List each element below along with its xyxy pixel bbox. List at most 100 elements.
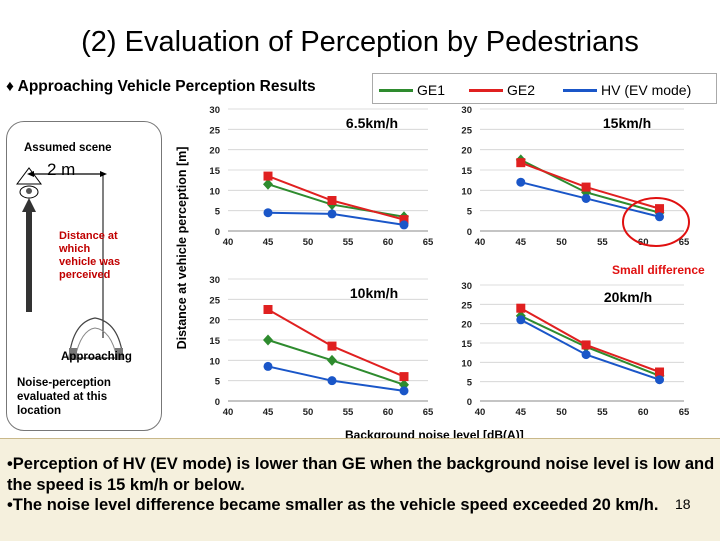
- y-tick-label: 30: [209, 275, 220, 286]
- data-point: [581, 340, 591, 350]
- chart-title: 15km/h: [603, 115, 651, 131]
- y-tick-label: 5: [215, 207, 221, 218]
- page-number: 18: [675, 496, 691, 512]
- chart-panel-0: 0 5 10 15 20 25 30 40 45 50 55 60 65 6.5km/h: [209, 105, 434, 248]
- data-point: [581, 350, 591, 360]
- y-tick-label: 30: [461, 281, 472, 292]
- data-point: [327, 376, 337, 386]
- y-tick-label: 20: [461, 320, 472, 331]
- car-outline-icon: [68, 317, 124, 360]
- slide-title: (2) Evaluation of Perception by Pedestri…: [81, 26, 639, 58]
- assumed-scene-panel: Assumed scene 2 m Distance at which vehi…: [6, 121, 162, 431]
- x-tick-label: 55: [597, 237, 608, 248]
- y-tick-label: 10: [461, 358, 472, 369]
- x-tick-label: 50: [556, 407, 567, 418]
- legend-label-ge2: GE2: [507, 82, 536, 98]
- data-point: [581, 193, 591, 203]
- x-tick-label: 60: [638, 407, 649, 418]
- x-tick-label: 65: [423, 237, 434, 248]
- chart-panel-3: 0 5 10 15 20 25 30 40 45 50 55 60 65 20km/h: [461, 281, 690, 418]
- x-tick-label: 65: [423, 407, 434, 418]
- x-tick-label: 50: [556, 237, 567, 248]
- chart-title: 20km/h: [604, 289, 652, 305]
- data-point: [516, 158, 526, 168]
- x-tick-label: 45: [516, 237, 527, 248]
- data-point: [399, 215, 409, 225]
- chart-panel-1: 0 5 10 15 20 25 30 40 45 50 55 60 65 15km/h: [461, 105, 690, 248]
- x-tick-label: 40: [475, 237, 486, 248]
- x-tick-label: 45: [263, 407, 274, 418]
- results-subtitle: ♦ Approaching Vehicle Perception Results: [6, 78, 316, 95]
- y-tick-label: 15: [209, 166, 220, 177]
- summary-box: •Perception of HV (EV mode) is lower tha…: [0, 438, 720, 541]
- y-tick-label: 30: [209, 105, 220, 116]
- data-point: [327, 341, 337, 351]
- data-point: [327, 196, 337, 205]
- y-tick-label: 0: [215, 397, 220, 408]
- x-tick-label: 40: [475, 407, 486, 418]
- scene-title: Assumed scene: [24, 142, 112, 154]
- x-tick-label: 65: [679, 237, 690, 248]
- x-tick-label: 50: [303, 407, 314, 418]
- x-tick-label: 55: [597, 407, 608, 418]
- data-point: [655, 375, 665, 385]
- legend-label-ge1: GE1: [417, 82, 446, 98]
- data-point: [655, 204, 665, 214]
- x-tick-label: 60: [383, 407, 394, 418]
- y-tick-label: 5: [467, 207, 473, 218]
- y-tick-label: 5: [215, 377, 221, 388]
- x-tick-label: 40: [223, 407, 234, 418]
- data-point: [327, 354, 337, 366]
- x-tick-label: 45: [516, 407, 527, 418]
- y-tick-label: 25: [209, 295, 220, 306]
- x-tick-label: 55: [343, 407, 354, 418]
- small-difference-circle: [622, 197, 690, 247]
- y-tick-label: 0: [467, 227, 472, 238]
- summary-bullet-2: •The noise level difference became small…: [7, 496, 659, 514]
- y-tick-label: 30: [461, 105, 472, 116]
- y-tick-label: 15: [461, 339, 472, 350]
- data-point: [263, 334, 273, 346]
- data-point: [655, 367, 665, 377]
- y-tick-label: 20: [461, 146, 472, 157]
- summary-bullet-1: •Perception of HV (EV mode) is lower tha…: [7, 455, 715, 494]
- y-tick-label: 10: [461, 186, 472, 197]
- small-difference-label: Small difference: [612, 263, 705, 277]
- data-point: [263, 361, 273, 371]
- y-tick-label: 10: [209, 356, 220, 367]
- x-tick-label: 60: [383, 237, 394, 248]
- chart-title: 10km/h: [350, 285, 398, 301]
- y-tick-label: 0: [467, 397, 472, 408]
- data-point: [655, 212, 665, 222]
- data-point: [263, 178, 273, 190]
- y-tick-label: 20: [209, 316, 220, 327]
- legend-label-hv: HV (EV mode): [601, 82, 692, 98]
- scene-approaching: Approaching: [61, 351, 132, 363]
- data-point: [516, 177, 526, 187]
- approach-arrowhead: [22, 198, 36, 212]
- y-tick-label: 10: [209, 186, 220, 197]
- legend-line-ge1: [379, 89, 413, 92]
- scene-note: Noise-perception evaluated at this locat…: [17, 377, 111, 417]
- y-tick-label: 25: [209, 125, 220, 136]
- data-point: [327, 209, 337, 219]
- y-tick-label: 15: [209, 336, 220, 347]
- data-point: [263, 171, 273, 181]
- chart-legend: GE1 GE2 HV (EV mode): [372, 73, 717, 104]
- legend-line-ge2: [469, 89, 503, 92]
- x-tick-label: 65: [679, 407, 690, 418]
- chart-title: 6.5km/h: [346, 115, 398, 131]
- legend-line-hv: [563, 89, 597, 92]
- data-point: [516, 315, 526, 325]
- scene-distance-note: Distance at which vehicle was perceived: [59, 230, 121, 281]
- data-point: [581, 182, 591, 192]
- y-tick-label: 15: [461, 166, 472, 177]
- x-tick-label: 50: [303, 237, 314, 248]
- data-point: [516, 303, 526, 313]
- x-tick-label: 60: [638, 237, 649, 248]
- scene-drawing: [16, 167, 124, 360]
- data-point: [263, 208, 273, 218]
- data-point: [399, 386, 409, 396]
- x-tick-label: 40: [223, 237, 234, 248]
